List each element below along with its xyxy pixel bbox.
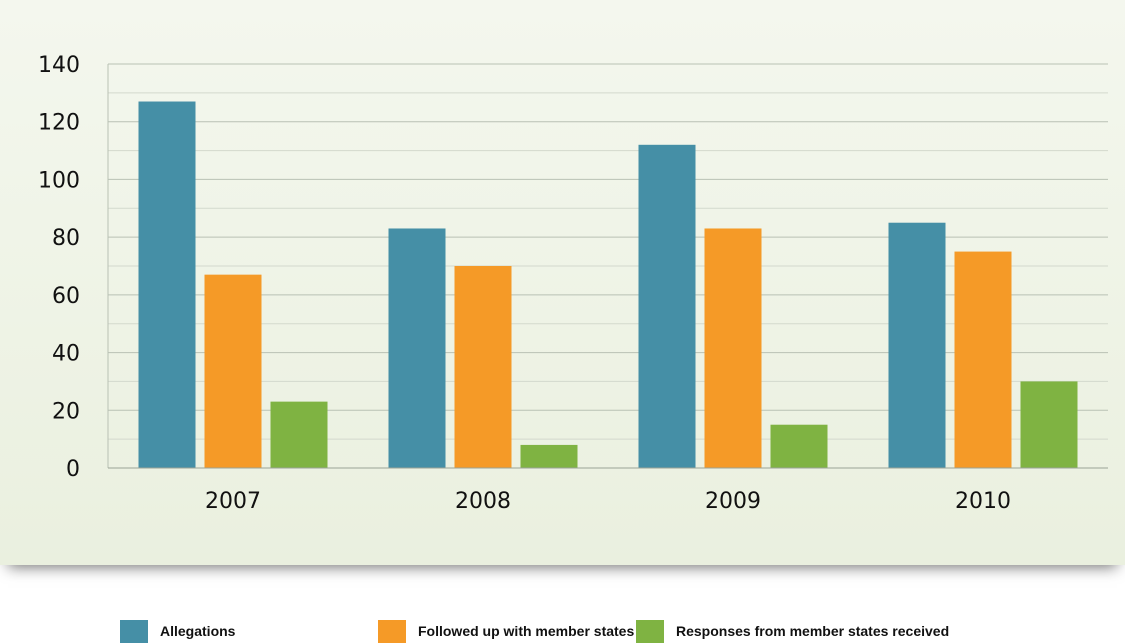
legend-label: Responses from member states received — [676, 623, 950, 639]
legend-swatch — [378, 620, 406, 643]
bar-2008-series-2 — [454, 266, 512, 468]
x-tick-label: 2008 — [455, 489, 511, 514]
legend: Allegations Followed up with member state… — [0, 620, 1125, 643]
bar-2008-series-3 — [520, 444, 578, 468]
y-tick-label: 120 — [38, 111, 80, 136]
x-tick-label: 2010 — [955, 489, 1011, 514]
bar-2009-series-3 — [770, 424, 828, 468]
y-tick-label: 0 — [66, 457, 80, 482]
gridlines — [107, 63, 1108, 469]
y-axis-ticks: 0 20 40 60 80 100 120 140 — [38, 53, 80, 482]
x-tick-label: 2009 — [705, 489, 761, 514]
legend-swatch — [120, 620, 148, 643]
y-tick-label: 60 — [52, 284, 80, 309]
x-tick-label: 2007 — [205, 489, 261, 514]
legend-swatch — [636, 620, 664, 643]
bar-2010-series-1 — [888, 222, 946, 468]
bar-2007-series-3 — [270, 401, 328, 468]
bar-2008-series-1 — [388, 228, 446, 468]
bar-2010-series-3 — [1020, 381, 1078, 468]
bar-2010-series-2 — [954, 251, 1012, 468]
chart-panel: 0 20 40 60 80 100 120 140 2007 2008 2009 2010 — [0, 0, 1125, 565]
bar-2007-series-2 — [204, 274, 262, 468]
bar-2009-series-1 — [638, 144, 696, 469]
bar-2007-series-1 — [138, 101, 196, 468]
y-tick-label: 20 — [52, 399, 80, 424]
y-tick-label: 40 — [52, 342, 80, 367]
bar-chart: 0 20 40 60 80 100 120 140 2007 2008 2009 2010 — [38, 53, 1108, 514]
bars — [138, 101, 1078, 469]
y-tick-label: 80 — [52, 226, 80, 251]
bar-2009-series-2 — [704, 228, 762, 468]
y-tick-label: 100 — [38, 168, 80, 193]
legend-label: Followed up with member states — [418, 623, 635, 639]
x-axis-ticks: 2007 2008 2009 2010 — [205, 489, 1011, 514]
y-tick-label: 140 — [38, 53, 80, 78]
legend-label: Allegations — [160, 623, 236, 639]
